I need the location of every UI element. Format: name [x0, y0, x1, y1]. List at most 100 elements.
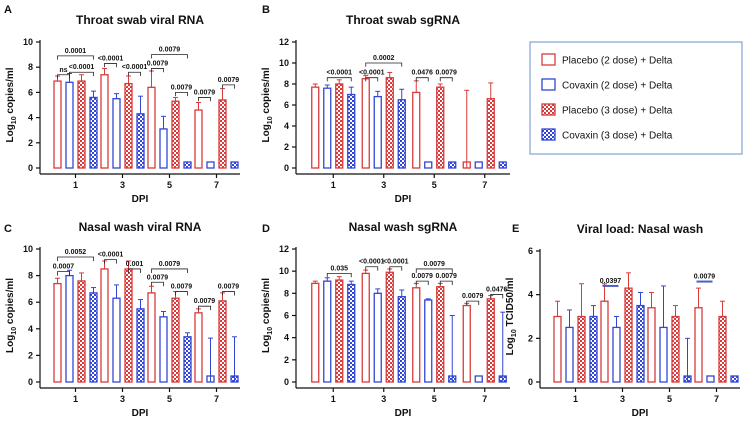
y-tick-label: 10: [23, 244, 33, 254]
significance-bracket: [198, 97, 211, 102]
p-value-label: 0.0079: [694, 274, 716, 281]
p-value-label: 0.0079: [218, 284, 240, 291]
bar: [424, 299, 433, 383]
x-tick-label: 5: [432, 180, 437, 190]
bar: [77, 280, 86, 383]
significance-bracket: [69, 71, 94, 77]
bar: [112, 98, 121, 169]
legend-entry: Placebo (2 dose) + Delta: [562, 56, 673, 67]
x-tick-label: 7: [714, 394, 719, 404]
p-value-label: 0.0079: [159, 261, 181, 268]
bar: [147, 292, 156, 383]
panel-letter: D: [262, 223, 270, 235]
legend-box: [529, 41, 743, 155]
significance-bracket: [365, 266, 379, 271]
panel-letter: A: [4, 4, 12, 16]
panel-letter: E: [512, 223, 519, 235]
x-tick-label: 1: [331, 394, 336, 404]
bar: [412, 287, 421, 383]
bar: [65, 81, 74, 169]
bar: [89, 96, 98, 169]
legend-swatch: [541, 103, 556, 116]
p-value-label: 0.0079: [171, 84, 193, 91]
x-tick-label: 1: [73, 180, 78, 190]
chart-title: Throat swab viral RNA: [76, 13, 204, 27]
bar: [577, 315, 586, 383]
significance-bracket: [57, 74, 70, 79]
y-tick-label: 2: [28, 138, 33, 148]
y-tick-label: 0: [284, 377, 289, 387]
y-label-log: Log: [505, 337, 516, 355]
x-tick-label: 7: [482, 180, 487, 190]
legend-entry: Placebo (3 dose) + Delta: [562, 106, 673, 117]
p-value-label: 0.0476: [412, 70, 434, 77]
bar: [194, 312, 203, 383]
y-label-unit: copies/ml: [261, 67, 272, 116]
x-tick-label: 1: [331, 180, 336, 190]
y-label-unit: copies/ml: [5, 67, 16, 116]
x-tick-label: 5: [667, 394, 672, 404]
legend-swatch: [541, 128, 556, 141]
y-tick-label: 4: [528, 290, 533, 300]
chart-title: Throat swab sgRNA: [346, 13, 460, 27]
bar: [647, 307, 656, 383]
bar: [486, 298, 495, 383]
x-tick-label: 1: [573, 394, 578, 404]
bar: [694, 307, 703, 383]
panel-e: E Viral load: Nasal wash 0 2 4 6 Log10 TCID50/…: [505, 222, 740, 419]
y-tick-label: 12: [279, 244, 289, 254]
y-tick-label: 4: [28, 113, 33, 123]
bar: [659, 326, 668, 383]
y-tick-label: 6: [528, 246, 533, 256]
bar: [462, 304, 471, 383]
x-tick-label: 7: [214, 180, 219, 190]
x-tick-label: 1: [73, 394, 78, 404]
y-label-log: Log: [261, 124, 272, 142]
p-value-label: 0.0079: [424, 261, 446, 268]
x-axis-label: DPI: [395, 408, 412, 419]
bar: [589, 315, 598, 383]
significance-bracket: [57, 256, 94, 261]
y-label-unit: TCID50/ml: [505, 277, 516, 329]
significance-bracket: [415, 268, 453, 273]
significance-bracket: [326, 77, 352, 82]
p-value-label: 0.0079: [436, 70, 458, 77]
significance-bracket: [415, 280, 429, 286]
significance-bracket: [57, 55, 94, 60]
bar: [636, 304, 645, 383]
y-axis-label: Log10 copies/ml: [5, 278, 18, 353]
significance-bracket: [389, 266, 403, 271]
y-axis-label: Log10 copies/ml: [261, 67, 274, 142]
p-value-label: 0.0079: [218, 77, 240, 84]
bar: [335, 279, 344, 383]
p-value-label: <0.0001: [327, 70, 353, 77]
bar: [136, 113, 145, 169]
bar: [218, 99, 227, 169]
y-label-log: Log: [5, 335, 16, 353]
y-label-subscript: 10: [511, 329, 518, 337]
bar: [565, 326, 574, 383]
p-value-label: <0.0001: [69, 64, 95, 71]
p-value-label: 0.0079: [436, 273, 458, 280]
p-value-label: 0.0079: [462, 293, 484, 300]
y-tick-label: 4: [28, 324, 33, 334]
y-tick-label: 2: [284, 142, 289, 152]
significance-bracket: [198, 305, 211, 311]
bar: [77, 80, 86, 169]
significance-bracket: [490, 294, 504, 299]
y-tick-label: 6: [28, 297, 33, 307]
y-tick-label: 6: [284, 311, 289, 321]
x-tick-label: 5: [167, 394, 172, 404]
bar: [65, 274, 74, 383]
x-tick-label: 3: [381, 180, 386, 190]
p-value-label: 0.0079: [194, 89, 216, 96]
significance-bracket: [415, 77, 429, 82]
p-value-label: 0.0079: [171, 284, 193, 291]
bar: [311, 86, 320, 169]
legend-entry: Covaxin (2 dose) + Delta: [562, 81, 673, 92]
y-tick-label: 0: [284, 163, 289, 173]
panel-letter: C: [4, 223, 12, 235]
bar: [397, 99, 406, 169]
